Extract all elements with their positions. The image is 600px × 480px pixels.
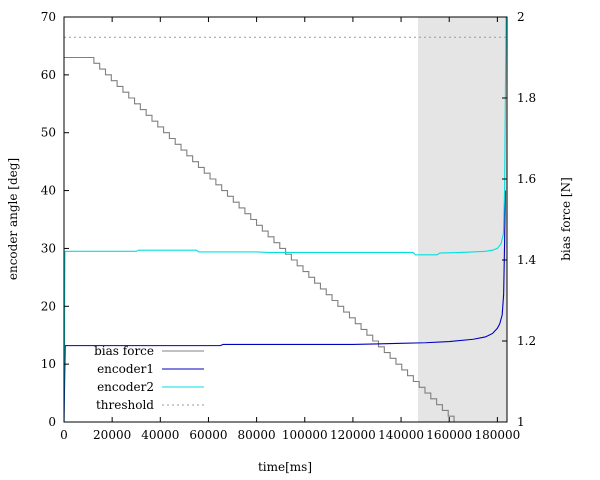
- y-left-tick-label: 10: [41, 357, 56, 371]
- x-tick-label: 60000: [189, 428, 227, 442]
- x-tick-label: 0: [60, 428, 68, 442]
- x-axis-label: time[ms]: [258, 460, 312, 474]
- y-left-tick-label: 60: [41, 68, 56, 82]
- y-right-tick-label: 1: [517, 415, 525, 429]
- x-tick-label: 160000: [426, 428, 472, 442]
- shaded-region: [417, 17, 507, 422]
- legend-label: encoder2: [97, 380, 154, 394]
- series-line-bias-force: [64, 56, 455, 422]
- y-right-tick-label: 1.2: [517, 334, 536, 348]
- x-tick-label: 20000: [93, 428, 131, 442]
- y-left-tick-label: 0: [48, 415, 56, 429]
- y-right-tick-label: 2: [517, 10, 525, 24]
- x-tick-label: 80000: [238, 428, 276, 442]
- series-line-encoder1: [64, 190, 506, 422]
- x-tick-label: 120000: [330, 428, 376, 442]
- y-axis-left-label: encoder angle [deg]: [6, 158, 20, 280]
- y-left-tick-label: 20: [41, 299, 56, 313]
- y-left-tick-label: 70: [41, 10, 56, 24]
- ticks-layer: 0 20000 40000 60000 80000 100000 120000 140000 1…: [41, 10, 537, 442]
- legend: bias force encoder1 encoder2 threshold: [94, 344, 204, 412]
- x-tick-label: 140000: [378, 428, 424, 442]
- y-left-tick-label: 40: [41, 184, 56, 198]
- x-tick-label: 40000: [141, 428, 179, 442]
- y-right-tick-label: 1.6: [517, 172, 536, 186]
- y-left-tick-label: 30: [41, 241, 56, 255]
- y-left-tick-label: 50: [41, 126, 56, 140]
- x-tick-label: 100000: [282, 428, 328, 442]
- plot-frame: [63, 16, 508, 423]
- legend-label: threshold: [96, 398, 154, 412]
- y-right-tick-label: 1.4: [517, 253, 536, 267]
- y-right-tick-label: 1.8: [517, 91, 536, 105]
- x-tick-label: 180000: [474, 428, 520, 442]
- series-line-encoder2: [64, 17, 507, 422]
- y-axis-right-label: bias force [N]: [559, 177, 573, 261]
- legend-label: bias force: [94, 344, 154, 358]
- series-layer: [64, 17, 507, 422]
- legend-label: encoder1: [97, 362, 154, 376]
